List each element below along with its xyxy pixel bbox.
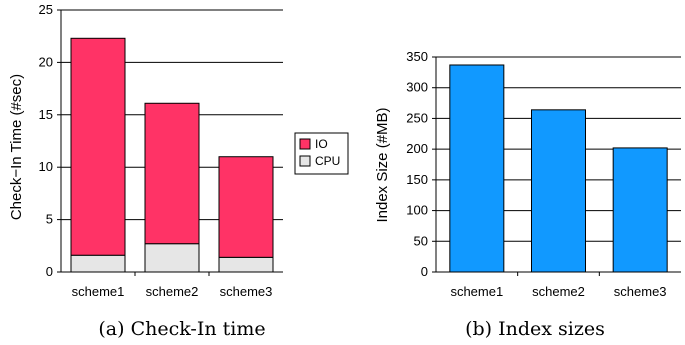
y-tick-label: 25 <box>39 2 53 17</box>
bar-scheme3-cpu <box>218 256 274 273</box>
chart-b-y-tick-labels: 0 50 100 150 200 250 300 350 <box>406 49 428 279</box>
y-tick-label: 20 <box>39 54 53 69</box>
chart-a-caption: (a) Check-In time <box>98 318 265 340</box>
legend-label-io: IO <box>315 137 328 151</box>
bar-scheme1-cpu <box>70 254 126 273</box>
bar-scheme2-io <box>144 102 200 245</box>
bar-scheme2-cpu <box>144 243 200 273</box>
x-tick-label-scheme3: scheme3 <box>614 284 667 299</box>
legend-swatch-cpu <box>299 155 311 167</box>
chart-b-bars <box>449 64 668 273</box>
y-tick-label: 300 <box>406 80 428 95</box>
chart-a-bars <box>70 37 274 273</box>
bar-scheme3-io <box>218 156 274 258</box>
check-in-time-chart: 0 5 10 15 20 25 scheme1 scheme2 scheme3 Check−I… <box>8 2 349 340</box>
x-tick-label-scheme1: scheme1 <box>450 284 503 299</box>
chart-b-axes <box>432 56 681 276</box>
chart-b-y-axis-label: Index Size (#MB) <box>374 107 391 222</box>
y-tick-label: 50 <box>414 233 428 248</box>
y-tick-label: 5 <box>46 212 53 227</box>
x-tick-label-scheme2: scheme2 <box>146 284 199 299</box>
y-tick-label: 350 <box>406 49 428 64</box>
y-tick-label: 10 <box>39 159 53 174</box>
chart-b-caption: (b) Index sizes <box>465 318 605 340</box>
y-tick-label: 0 <box>46 264 53 279</box>
bar-scheme1 <box>449 64 505 273</box>
bar-scheme1-io <box>70 37 126 256</box>
y-tick-label: 150 <box>406 172 428 187</box>
chart-a-y-axis-label: Check−In Time (#sec) <box>8 74 25 220</box>
chart-a-legend: IO CPU <box>294 132 349 175</box>
y-tick-label: 100 <box>406 203 428 218</box>
chart-b-x-tick-labels: scheme1 scheme2 scheme3 <box>450 284 666 299</box>
chart-a-y-tick-labels: 0 5 10 15 20 25 <box>39 2 53 279</box>
chart-a-axes <box>57 9 283 276</box>
x-tick-label-scheme2: scheme2 <box>532 284 585 299</box>
legend-swatch-io <box>299 138 311 150</box>
bar-scheme3 <box>612 147 668 273</box>
x-tick-label-scheme1: scheme1 <box>72 284 125 299</box>
x-tick-label-scheme3: scheme3 <box>220 284 273 299</box>
y-tick-label: 0 <box>421 264 428 279</box>
y-tick-label: 15 <box>39 107 53 122</box>
bar-scheme2 <box>531 109 586 273</box>
y-tick-label: 200 <box>406 141 428 156</box>
y-tick-label: 250 <box>406 110 428 125</box>
chart-a-x-tick-labels: scheme1 scheme2 scheme3 <box>72 284 273 299</box>
legend-label-cpu: CPU <box>315 154 340 168</box>
